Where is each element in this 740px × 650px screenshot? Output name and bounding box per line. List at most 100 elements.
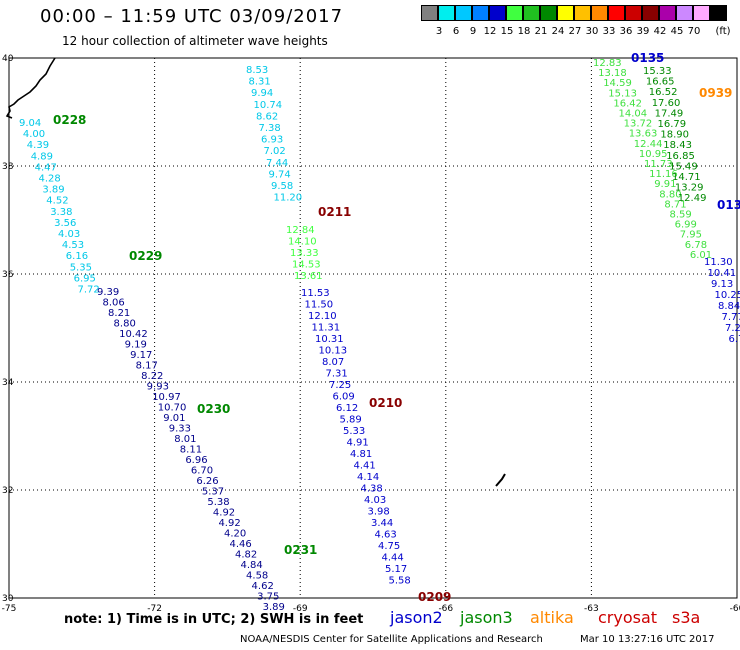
wave-height-value: 6.78 xyxy=(729,334,740,345)
lon-tick-label: -63 xyxy=(584,604,599,614)
wave-height-value: 10.95 xyxy=(639,149,668,160)
wave-height-value: 3.89 xyxy=(263,602,285,613)
wave-height-value: 10.25 xyxy=(715,290,740,301)
page-subtitle: 12 hour collection of altimeter wave hei… xyxy=(62,34,328,48)
legend-level-label: 6 xyxy=(452,26,460,37)
wave-height-value: 7.26 xyxy=(725,323,740,334)
wave-height-value: 4.14 xyxy=(357,472,379,483)
wave-height-value: 7.31 xyxy=(326,369,348,380)
wave-height-value: 10.74 xyxy=(254,100,283,111)
legend-level-label: 15 xyxy=(500,26,514,37)
wave-height-value: 8.17 xyxy=(136,361,158,372)
wave-height-values: 9.044.004.394.894.474.283.894.523.383.56… xyxy=(19,58,740,613)
wave-height-value: 10.97 xyxy=(152,392,181,403)
wave-height-value: 5.35 xyxy=(70,262,92,273)
wave-height-value: 4.81 xyxy=(350,449,372,460)
wave-height-value: 9.04 xyxy=(19,118,41,129)
legend-level-label: 42 xyxy=(653,26,667,37)
wave-height-value: 14.10 xyxy=(288,237,317,248)
wave-height-value: 7.02 xyxy=(264,146,286,157)
wave-height-value: 3.44 xyxy=(371,518,393,529)
axis-tick-labels: -75 -72 -69 -66 -63 -60 40 38 36 34 32 30 xyxy=(2,54,740,614)
wave-height-value: 12.49 xyxy=(678,193,707,204)
lat-tick-label: 36 xyxy=(2,270,14,280)
wave-height-value: 18.90 xyxy=(660,130,689,141)
satellite-legend-item: cryosat xyxy=(598,608,658,627)
legend-level-label: 39 xyxy=(636,26,650,37)
legend-swatch xyxy=(608,5,625,21)
legend-swatch xyxy=(574,5,591,21)
wave-height-value: 7.25 xyxy=(329,380,351,391)
pass-time-label: 0230 xyxy=(197,402,230,416)
wave-height-value: 13.18 xyxy=(598,68,627,79)
wave-height-value: 4.53 xyxy=(62,240,84,251)
wave-height-value: 4.89 xyxy=(31,151,53,162)
legend-swatch xyxy=(472,5,489,21)
wave-height-value: 8.11 xyxy=(180,445,202,456)
legend-swatch xyxy=(489,5,506,21)
wave-height-value: 16.65 xyxy=(646,77,675,88)
wave-height-value: 4.47 xyxy=(35,162,57,173)
page-title: 00:00 – 11:59 UTC 03/09/2017 xyxy=(40,6,344,27)
wave-height-value: 4.62 xyxy=(252,581,274,592)
wave-height-value: 13.63 xyxy=(629,129,658,140)
wave-height-value: 8.59 xyxy=(670,210,692,221)
wave-height-value: 9.01 xyxy=(163,413,185,424)
wave-height-value: 5.17 xyxy=(385,564,407,575)
wave-height-value: 7.77 xyxy=(722,312,740,323)
map-frame xyxy=(8,57,738,599)
wave-height-value: 4.52 xyxy=(46,196,68,207)
wave-height-value: 4.44 xyxy=(382,553,404,564)
wave-height-value: 16.52 xyxy=(649,87,678,98)
legend-level-label: 45 xyxy=(670,26,684,37)
wave-height-value: 9.33 xyxy=(169,424,191,435)
wave-height-value: 3.98 xyxy=(368,507,390,518)
wave-height-value: 9.17 xyxy=(130,350,152,361)
wave-height-value: 6.26 xyxy=(196,476,218,487)
pass-time-label: 0229 xyxy=(129,249,162,263)
pass-time-label: 0209 xyxy=(418,590,451,604)
wave-height-value: 15.33 xyxy=(643,66,672,77)
wave-height-value: 7.38 xyxy=(259,123,281,134)
wave-height-value: 4.38 xyxy=(361,484,383,495)
wave-height-value: 4.91 xyxy=(347,438,369,449)
satellite-legend-item: jason3 xyxy=(460,608,513,627)
wave-height-value: 5.38 xyxy=(207,497,229,508)
wave-height-value: 10.13 xyxy=(319,346,348,357)
wave-height-value: 8.01 xyxy=(174,434,196,445)
legend-level-label: 24 xyxy=(551,26,565,37)
pass-time-label: 0231 xyxy=(284,543,317,557)
wave-height-value: 8.22 xyxy=(141,371,163,382)
coastline xyxy=(5,57,506,487)
wave-height-value: 6.99 xyxy=(675,220,697,231)
legend-level-label: 3 xyxy=(435,26,443,37)
wave-height-value: 12.84 xyxy=(286,225,315,236)
pass-time-label: 0228 xyxy=(53,113,86,127)
wave-height-value: 8.21 xyxy=(108,308,130,319)
lon-tick-label: -75 xyxy=(2,604,17,614)
lon-tick-label: -66 xyxy=(438,604,453,614)
legend-swatch xyxy=(659,5,676,21)
wave-height-value: 11.73 xyxy=(644,159,673,170)
legend-swatch xyxy=(438,5,455,21)
pass-time-label: 0939 xyxy=(699,86,732,100)
lat-tick-label: 34 xyxy=(2,378,14,388)
wave-height-value: 6.70 xyxy=(191,466,213,477)
pass-time-label: 0135 xyxy=(631,51,664,65)
legend-swatch xyxy=(421,5,438,21)
pass-time-label: 013 xyxy=(717,198,740,212)
wave-height-value: 5.58 xyxy=(389,576,411,587)
satellite-legend-item: s3a xyxy=(672,608,701,627)
legend-swatch xyxy=(591,5,608,21)
wave-height-value: 13.29 xyxy=(675,183,704,194)
wave-height-value: 4.92 xyxy=(218,518,240,529)
wave-height-value: 18.43 xyxy=(663,140,692,151)
lat-tick-label: 38 xyxy=(2,162,14,172)
wave-height-value: 17.49 xyxy=(655,108,684,119)
wave-height-value: 4.28 xyxy=(39,174,61,185)
pass-time-label: 0210 xyxy=(369,396,402,410)
legend-level-label: 30 xyxy=(585,26,599,37)
wave-height-value: 4.92 xyxy=(213,508,235,519)
wave-height-value: 4.03 xyxy=(364,495,386,506)
